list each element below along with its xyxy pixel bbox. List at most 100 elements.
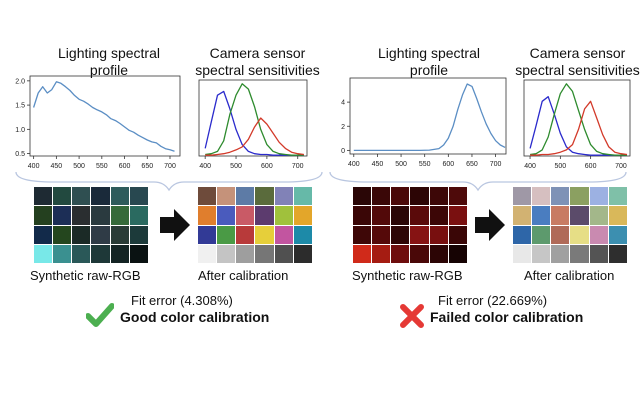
right-camera-title-line1: Camera sensor — [529, 45, 626, 61]
right-camera-chart: 400 500 600 700 — [523, 79, 631, 170]
right-camera-x-tick-label: 700 — [615, 163, 627, 170]
left-lighting-x-tick-label: 600 — [119, 163, 131, 170]
left-camera-series-line — [205, 83, 304, 156]
right-raw-patch — [410, 225, 429, 244]
left-raw-patch — [53, 187, 72, 206]
right-after-patch — [608, 206, 627, 225]
right-lighting-title-line1: Lighting spectral — [378, 45, 480, 61]
left-brace — [15, 171, 323, 192]
right-raw-patch — [372, 187, 391, 206]
left-after-patch — [198, 244, 217, 263]
right-after-checker — [513, 187, 627, 263]
right-camera-title-line2: spectral sensitivities — [515, 62, 640, 78]
left-after-checker — [198, 187, 312, 263]
left-fit-error: Fit error (4.308%) — [131, 293, 233, 308]
left-verdict: Good color calibration — [120, 309, 270, 325]
left-after-patch — [293, 206, 312, 225]
right-lighting-x-tick-label: 550 — [419, 161, 431, 168]
right-raw-patch — [429, 187, 448, 206]
right-lighting-y-tick-label: 2 — [341, 124, 345, 131]
right-arrow-icon — [475, 209, 505, 241]
left-after-patch — [293, 225, 312, 244]
left-camera-x-tick-label: 400 — [199, 163, 211, 170]
left-raw-patch — [129, 206, 148, 225]
left-raw-patch — [72, 206, 91, 225]
right-after-label: After calibration — [524, 268, 615, 283]
left-after-patch — [217, 225, 236, 244]
right-raw-patch — [353, 206, 372, 225]
left-after-patch — [236, 244, 255, 263]
right-raw-checker — [353, 187, 467, 263]
check-mark-icon — [86, 303, 114, 327]
right-after-patch — [532, 225, 551, 244]
right-camera-title: Camera sensor spectral sensitivities — [515, 45, 640, 79]
right-lighting-x-tick-label: 600 — [442, 161, 454, 168]
left-lighting-x-tick-label: 700 — [164, 163, 176, 170]
left-camera-title-line2: spectral sensitivities — [195, 62, 320, 78]
right-raw-patch — [429, 225, 448, 244]
right-camera-series-line — [530, 83, 627, 156]
right-after-patch — [551, 225, 570, 244]
right-after-patch — [551, 244, 570, 263]
left-camera-series-line — [204, 90, 304, 156]
right-raw-patch — [353, 244, 372, 263]
left-after-patch — [255, 225, 274, 244]
left-after-patch — [293, 187, 312, 206]
right-verdict: Failed color calibration — [430, 309, 584, 325]
right-camera-x-tick-label: 600 — [585, 163, 597, 170]
right-after-patch — [513, 187, 532, 206]
left-camera-x-tick-label: 500 — [230, 163, 242, 170]
right-raw-label: Synthetic raw-RGB — [352, 268, 463, 283]
left-lighting-y-tick-label: 2.0 — [15, 78, 25, 85]
right-after-patch — [532, 244, 551, 263]
left-lighting-x-tick-label: 450 — [51, 163, 63, 170]
right-raw-patch — [353, 225, 372, 244]
left-raw-patch — [53, 206, 72, 225]
left-raw-label: Synthetic raw-RGB — [30, 268, 141, 283]
left-camera-x-tick-label: 700 — [292, 163, 304, 170]
right-after-patch — [570, 187, 589, 206]
left-camera-title-line1: Camera sensor — [209, 45, 306, 61]
right-raw-patch — [448, 244, 467, 263]
right-after-patch — [589, 225, 608, 244]
right-after-patch — [589, 187, 608, 206]
right-raw-patch — [410, 187, 429, 206]
right-after-patch — [513, 225, 532, 244]
left-lighting-x-tick-label: 500 — [73, 163, 85, 170]
right-camera-series-line — [530, 100, 628, 156]
right-raw-patch — [372, 206, 391, 225]
left-raw-patch — [72, 187, 91, 206]
left-raw-patch — [34, 244, 53, 263]
left-arrow-icon — [160, 209, 190, 241]
left-camera-x-tick-label: 600 — [261, 163, 273, 170]
left-after-patch — [274, 225, 293, 244]
left-lighting-y-tick-label: 1.5 — [15, 103, 25, 110]
right-after-patch — [570, 225, 589, 244]
right-lighting-x-tick-label: 450 — [372, 161, 384, 168]
left-raw-patch — [72, 244, 91, 263]
right-lighting-y-tick-label: 4 — [341, 100, 345, 107]
right-lighting-title-line2: profile — [409, 62, 449, 78]
right-after-patch — [608, 187, 627, 206]
right-raw-patch — [391, 225, 410, 244]
left-raw-patch — [91, 206, 110, 225]
left-lighting-title: Lighting spectral profile — [38, 45, 180, 79]
right-lighting-x-tick-label: 650 — [466, 161, 478, 168]
right-raw-patch — [448, 225, 467, 244]
right-lighting-x-tick-label: 700 — [490, 161, 502, 168]
left-raw-patch — [110, 187, 129, 206]
right-lighting-chart: 400 450 500 550 600 650 700 0 2 4 — [341, 77, 507, 168]
left-raw-patch — [91, 225, 110, 244]
left-raw-patch — [110, 244, 129, 263]
left-raw-patch — [91, 187, 110, 206]
right-raw-patch — [391, 187, 410, 206]
left-raw-patch — [53, 244, 72, 263]
left-raw-patch — [129, 225, 148, 244]
right-raw-patch — [448, 206, 467, 225]
left-lighting-y-tick-label: 0.5 — [15, 151, 25, 158]
left-lighting-x-tick-label: 550 — [96, 163, 108, 170]
left-raw-patch — [91, 244, 110, 263]
right-lighting-frame — [349, 77, 507, 155]
right-after-patch — [608, 225, 627, 244]
left-after-patch — [274, 187, 293, 206]
